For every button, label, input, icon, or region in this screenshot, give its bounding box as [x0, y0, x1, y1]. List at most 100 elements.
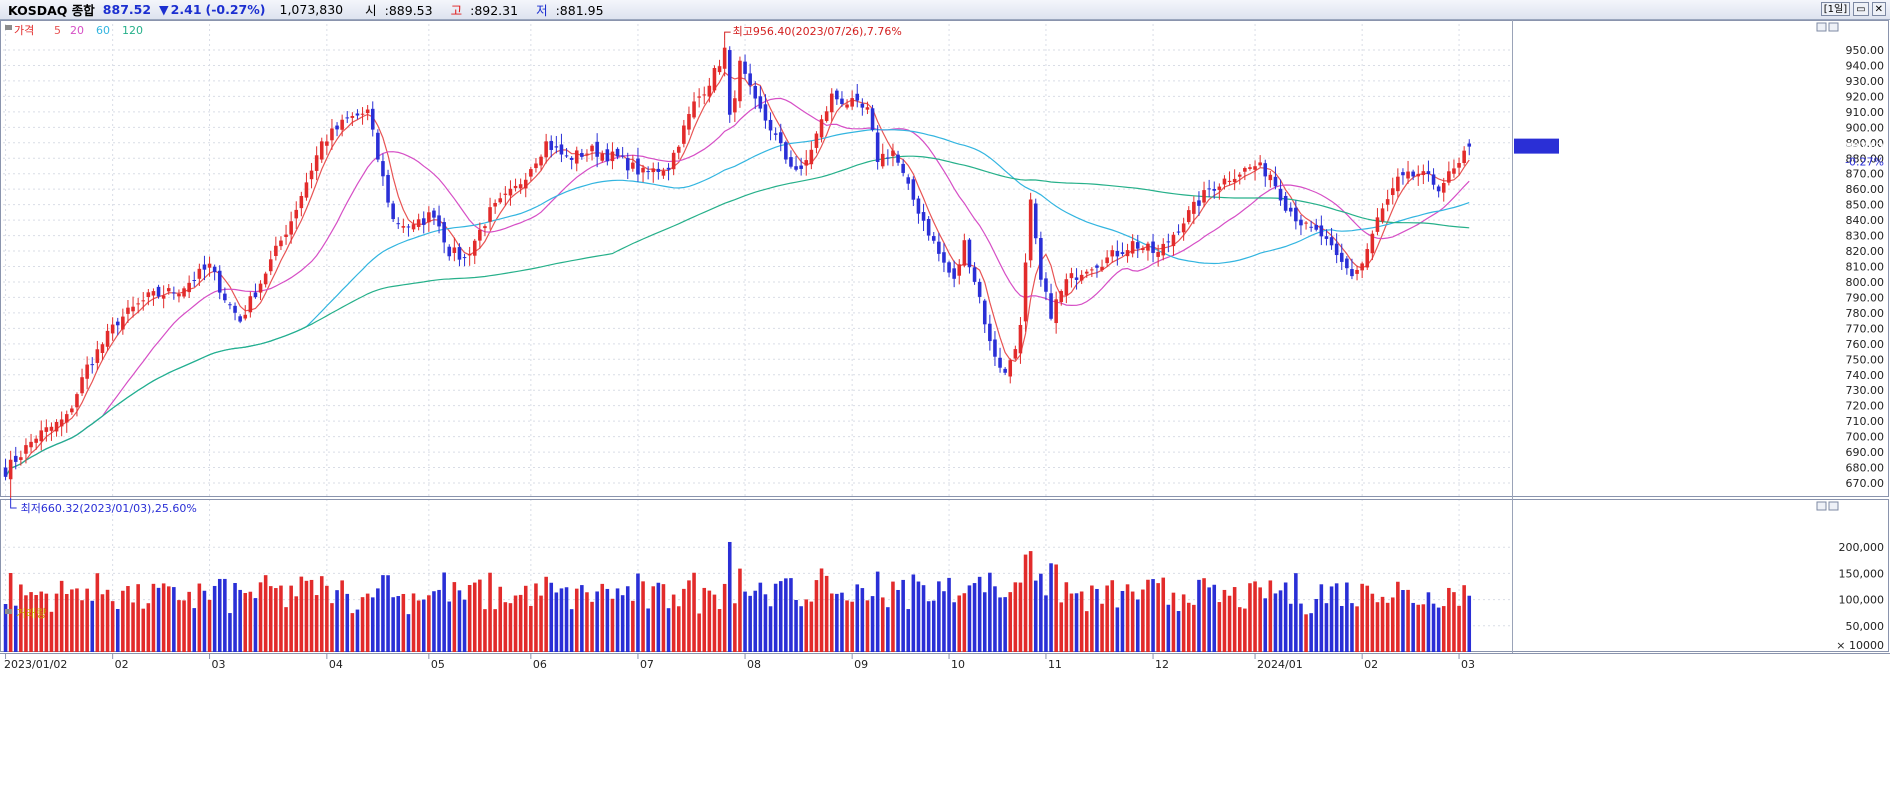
candle-body — [998, 357, 1002, 368]
period-button[interactable]: [1일] — [1820, 2, 1851, 16]
candle-body — [1319, 225, 1324, 237]
volume-bar — [1324, 603, 1329, 652]
volume-bar — [886, 607, 890, 652]
candle-body — [1385, 199, 1390, 205]
volume-bar — [299, 576, 304, 652]
maximize-icon[interactable]: ▭ — [1853, 2, 1869, 16]
volume-bar — [661, 584, 666, 652]
candle-body — [957, 264, 962, 276]
high-marker — [724, 31, 731, 41]
candle-body — [126, 307, 130, 314]
volume-unit-label: × 10000 — [1836, 639, 1884, 652]
volume-bar — [1166, 604, 1171, 652]
volume-bar — [682, 588, 686, 652]
volume-bar — [1447, 587, 1451, 652]
volume-bar — [1115, 607, 1120, 652]
candle-body — [1028, 199, 1033, 261]
candle-body — [544, 141, 548, 158]
candle-body — [937, 241, 941, 254]
pane-button-icon[interactable] — [1828, 501, 1839, 511]
volume-bar — [773, 583, 778, 652]
volume-bar — [1151, 579, 1155, 652]
volume-bar — [794, 599, 798, 652]
volume-bar — [1039, 573, 1043, 652]
candle-body — [1304, 222, 1308, 224]
x-tick-label: 03 — [212, 658, 226, 671]
volume-bar — [105, 589, 110, 652]
volume-bar — [355, 609, 360, 652]
price-tick-label: 870.00 — [1846, 168, 1885, 181]
volume-bar — [263, 575, 268, 652]
volume-bar — [1222, 589, 1227, 652]
candle-body — [161, 295, 166, 299]
volume-bar — [498, 586, 503, 652]
candle-body — [182, 288, 186, 297]
candle-body — [1059, 291, 1064, 303]
volume-bar — [34, 594, 38, 652]
candle-body — [1090, 269, 1094, 271]
candle-body — [615, 148, 620, 157]
candle-body — [274, 245, 278, 256]
candle-body — [1018, 324, 1023, 354]
pane-button-icon[interactable] — [1828, 22, 1839, 32]
candle-body — [365, 109, 370, 114]
candle-body — [131, 306, 135, 312]
candle-body — [1355, 269, 1359, 274]
volume-bar — [926, 601, 931, 652]
candle-body — [886, 157, 890, 159]
volume-bar — [840, 592, 844, 652]
candle-body — [1151, 241, 1155, 253]
close-icon[interactable]: ✕ — [1871, 2, 1886, 16]
candle-body — [1146, 243, 1150, 251]
pane-button-icon[interactable] — [1816, 22, 1827, 32]
x-tick-label: 09 — [854, 658, 868, 671]
volume-bar — [778, 581, 783, 652]
volume-bar — [845, 600, 849, 652]
candle-body — [294, 209, 299, 219]
candle-body — [1314, 224, 1319, 230]
candle-body — [243, 314, 248, 319]
legend-handle-icon[interactable] — [5, 25, 12, 30]
volume-bar — [253, 598, 258, 652]
volume-bar — [401, 593, 406, 652]
candle-body — [391, 203, 395, 220]
candle-body — [845, 104, 849, 108]
volume-bar — [712, 594, 717, 652]
candle-body — [880, 153, 885, 167]
candle-body — [819, 119, 824, 138]
candle-body — [625, 158, 630, 171]
volume-bar — [156, 587, 161, 652]
volume-bar — [427, 595, 431, 652]
candle-body — [620, 155, 625, 157]
candle-body — [1436, 186, 1441, 192]
pane-button-icon[interactable] — [1816, 501, 1827, 511]
candle-body — [421, 218, 426, 225]
volume-bar — [187, 591, 191, 652]
price-tick-label: 720.00 — [1846, 400, 1885, 413]
price-legend: 가격 5 20 60 120 — [5, 24, 143, 37]
x-tick-label: 2023/01/02 — [4, 658, 67, 671]
volume-bar — [753, 590, 758, 652]
volume-bar — [544, 576, 548, 652]
volume-bar — [1100, 603, 1104, 652]
volume-bar — [763, 594, 768, 652]
candle-body — [707, 85, 712, 97]
candle-body — [784, 142, 788, 160]
volume-legend-handle-icon[interactable] — [5, 609, 12, 614]
candle-body — [90, 364, 95, 366]
chart-canvas[interactable]: 950.00 940.00 930.00 920.00 910.00 900.00 890.… — [0, 20, 1890, 811]
candle-body — [1156, 251, 1160, 257]
candle-body — [427, 212, 431, 223]
volume-bar — [386, 575, 390, 652]
volume-bar — [248, 591, 253, 652]
candle-body — [1135, 242, 1140, 249]
volume-bar — [513, 595, 518, 652]
volume-legend: 거래량 — [5, 607, 46, 620]
volume-bar — [1217, 602, 1222, 652]
candle-body — [54, 421, 59, 432]
volume-bar — [1237, 607, 1242, 652]
volume-bar — [1105, 585, 1109, 652]
volume-bar — [1176, 611, 1181, 652]
candle-body — [13, 455, 18, 462]
price-tick-label: 830.00 — [1846, 230, 1885, 243]
